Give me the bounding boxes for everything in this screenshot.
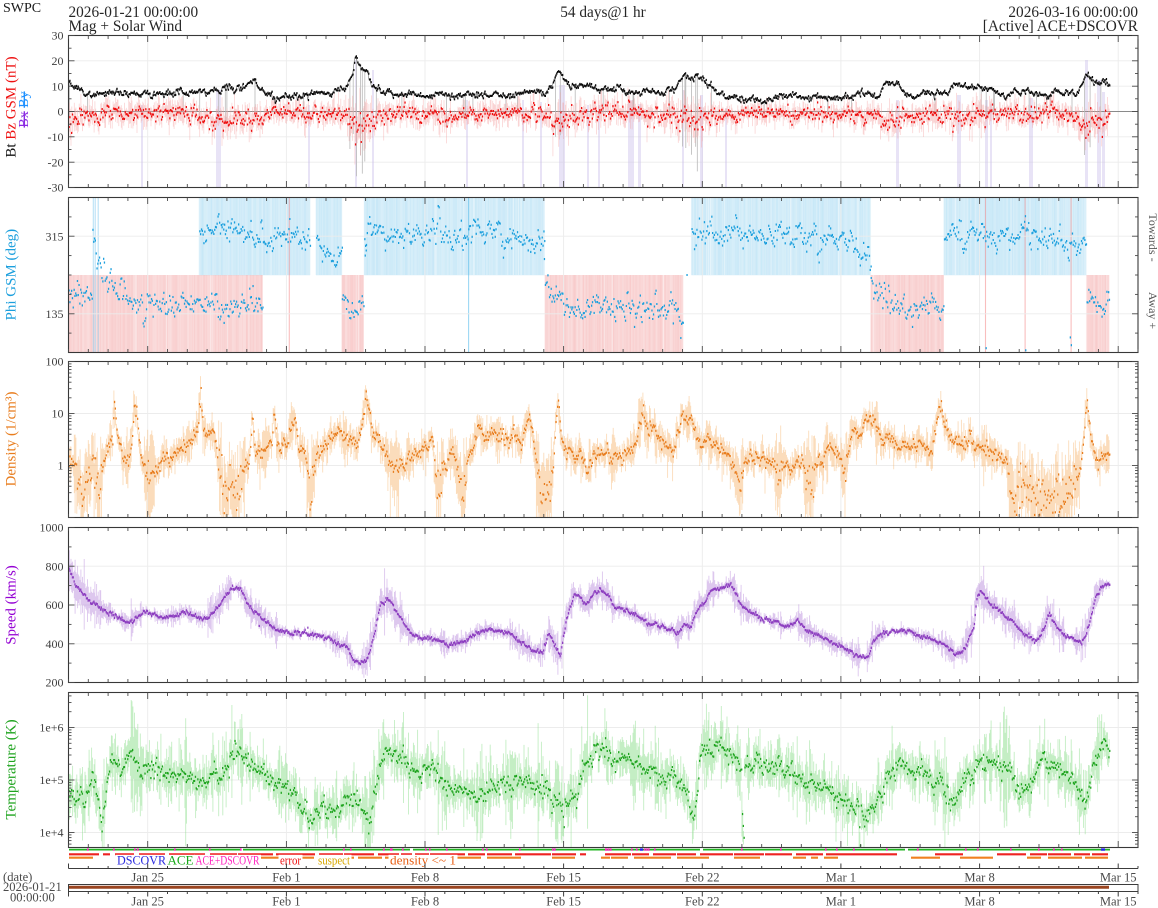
svg-text:suspect: suspect [318, 854, 350, 868]
svg-text:10: 10 [52, 407, 64, 421]
svg-text:ACE: ACE [168, 854, 194, 868]
svg-text:SWPC: SWPC [3, 1, 41, 16]
svg-text:Phi GSM (deg): Phi GSM (deg) [4, 229, 20, 321]
svg-text:20: 20 [52, 54, 64, 68]
svg-text:10: 10 [52, 79, 64, 93]
svg-text:1e+4: 1e+4 [39, 826, 63, 840]
svg-text:100: 100 [46, 355, 64, 369]
svg-text:135: 135 [46, 307, 64, 321]
svg-text:2026-01-21 00:00:00: 2026-01-21 00:00:00 [69, 4, 199, 21]
svg-text:2026-03-16 00:00:00: 2026-03-16 00:00:00 [1008, 4, 1138, 21]
svg-text:ACE+DSCOVR: ACE+DSCOVR [196, 854, 261, 868]
svg-text:Mar 1: Mar 1 [826, 895, 856, 908]
svg-text:Feb 22: Feb 22 [685, 871, 720, 885]
svg-text:Feb 22: Feb 22 [685, 895, 720, 908]
svg-text:Mag + Solar Wind: Mag + Solar Wind [69, 18, 183, 35]
svg-text:Bt Bz GSM (nT): Bt Bz GSM (nT) [4, 56, 20, 157]
svg-text:Jan 25: Jan 25 [131, 871, 164, 885]
svg-text:00:00:00: 00:00:00 [10, 891, 55, 905]
svg-text:0: 0 [58, 105, 64, 119]
svg-text:Feb 15: Feb 15 [546, 895, 581, 908]
svg-text:Feb 15: Feb 15 [546, 871, 581, 885]
svg-text:Jan 25: Jan 25 [131, 895, 164, 908]
svg-text:400: 400 [46, 637, 64, 651]
svg-text:Temperature (K): Temperature (K) [4, 719, 20, 819]
svg-text:Mar 15: Mar 15 [1100, 871, 1137, 885]
svg-text:Feb 1: Feb 1 [272, 871, 300, 885]
svg-text:1e+6: 1e+6 [39, 721, 63, 735]
svg-text:[Active] ACE+DSCOVR: [Active] ACE+DSCOVR [983, 18, 1139, 35]
svg-text:(date): (date) [3, 870, 32, 884]
svg-text:-20: -20 [48, 155, 64, 169]
svg-text:-10: -10 [48, 130, 64, 144]
svg-text:2026-01-21: 2026-01-21 [3, 880, 62, 894]
svg-text:1e+5: 1e+5 [39, 773, 63, 787]
svg-text:Density (1/cm³): Density (1/cm³) [4, 392, 20, 487]
svg-text:Bx By: Bx By [17, 91, 32, 127]
svg-text:30: 30 [52, 29, 64, 43]
svg-text:error: error [280, 854, 302, 868]
svg-text:315: 315 [46, 229, 64, 243]
svg-text:Speed (km/s): Speed (km/s) [4, 565, 20, 645]
svg-text:600: 600 [46, 598, 64, 612]
svg-text:200: 200 [46, 676, 64, 690]
svg-text:Mar 8: Mar 8 [964, 895, 994, 908]
svg-text:-30: -30 [48, 181, 64, 195]
svg-text:Feb 8: Feb 8 [411, 895, 439, 908]
svg-text:DSCOVR: DSCOVR [117, 854, 167, 868]
svg-text:800: 800 [46, 559, 64, 573]
svg-text:1: 1 [58, 459, 64, 473]
svg-text:density <~ 1: density <~ 1 [390, 854, 456, 868]
svg-text:1000: 1000 [40, 521, 64, 535]
svg-text:Away +: Away + [1146, 292, 1158, 330]
svg-text:54 days@1 hr: 54 days@1 hr [560, 4, 645, 21]
svg-text:Feb 1: Feb 1 [272, 895, 300, 908]
svg-text:Feb 8: Feb 8 [411, 871, 439, 885]
svg-text:Towards -: Towards - [1146, 213, 1158, 261]
svg-text:Mar 8: Mar 8 [964, 871, 994, 885]
svg-text:Mar 15: Mar 15 [1100, 895, 1137, 908]
svg-text:Mar 1: Mar 1 [826, 871, 856, 885]
